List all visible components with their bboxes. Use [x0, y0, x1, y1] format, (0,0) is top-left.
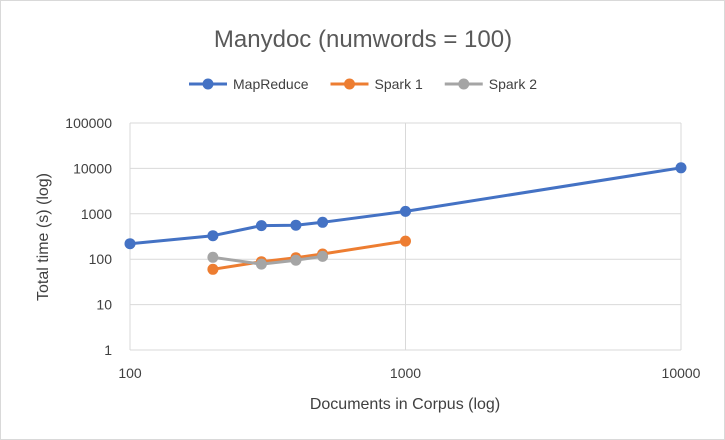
y-tick-label: 1000 [81, 206, 112, 222]
legend-item-mapreduce: MapReduce [189, 76, 309, 92]
series-layer [124, 162, 687, 275]
data-point-mapreduce [207, 230, 219, 242]
x-tick-labels: 100 1000 10000 [118, 365, 700, 381]
data-point-mapreduce [400, 205, 411, 217]
data-point-spark-2 [317, 250, 329, 262]
y-tick-label: 10000 [73, 160, 112, 176]
data-point-mapreduce [124, 238, 136, 250]
data-point-spark-2 [207, 251, 219, 263]
series-line-spark-1 [212, 239, 406, 271]
data-point-spark-2 [290, 254, 302, 266]
y-tick-label: 10 [96, 297, 112, 313]
data-point-mapreduce [255, 220, 267, 232]
y-tick-labels: 1 10 100 1000 10000 100000 [65, 115, 112, 358]
legend-label: Spark 2 [489, 76, 537, 92]
series-line-spark-2 [212, 254, 323, 266]
chart-title: Manydoc (numwords = 100) [214, 26, 512, 53]
data-point-mapreduce [290, 219, 302, 231]
data-point-spark-1 [400, 235, 411, 247]
y-tick-label: 100 [89, 251, 113, 267]
legend-swatch-marker [202, 78, 214, 90]
series-mapreduce [124, 162, 687, 250]
legend-item-spark-1: Spark 1 [330, 76, 423, 92]
legend-label: MapReduce [233, 76, 309, 92]
data-point-mapreduce [317, 216, 329, 228]
data-point-mapreduce [675, 162, 687, 174]
legend: MapReduce Spark 1 Spark 2 [189, 76, 537, 92]
series-spark-1 [207, 235, 411, 275]
data-point-spark-1 [207, 263, 219, 275]
y-tick-label: 100000 [65, 115, 112, 131]
x-tick-label: 100 [118, 365, 142, 381]
y-axis-title: Total time (s) (log) [35, 173, 52, 301]
y-tick-label: 1 [104, 342, 112, 358]
x-tick-label: 1000 [390, 365, 421, 381]
legend-label: Spark 1 [375, 76, 423, 92]
legend-item-spark-2: Spark 2 [444, 76, 537, 92]
legend-swatch-marker [458, 78, 470, 90]
x-tick-label: 10000 [662, 365, 701, 381]
x-axis-title: Documents in Corpus (log) [310, 396, 500, 413]
legend-swatch-marker [344, 78, 355, 90]
data-point-spark-2 [255, 258, 267, 270]
series-spark-2 [207, 250, 329, 270]
